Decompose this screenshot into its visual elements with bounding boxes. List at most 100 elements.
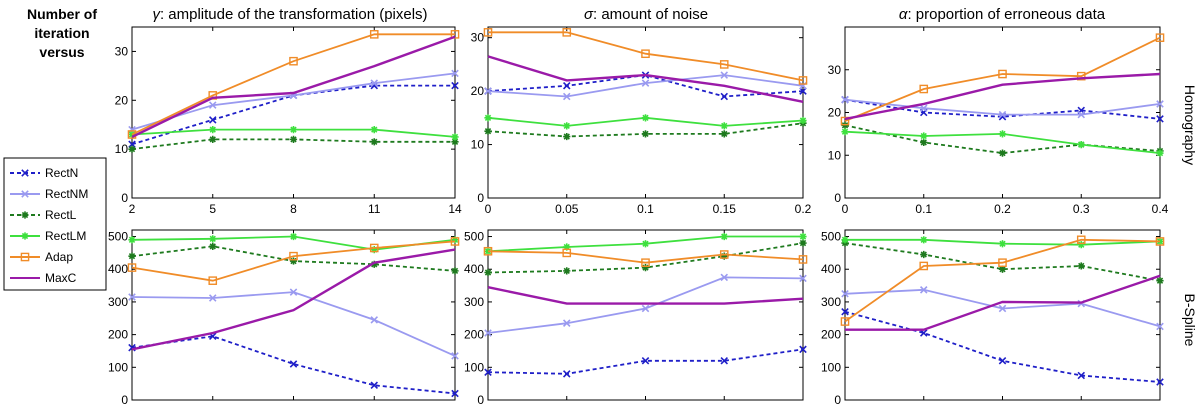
- series-point-rectnm: [799, 274, 807, 283]
- series-point-rectl: [289, 135, 298, 143]
- series-point-rectnm: [998, 110, 1007, 119]
- series-point-rectnm: [451, 352, 459, 360]
- series-point-rectnm: [841, 95, 849, 104]
- column-title-gamma: γ: amplitude of the transformation (pixe…: [152, 6, 427, 23]
- x-tick-label: 0.05: [555, 202, 579, 216]
- series-point-adap: [369, 30, 379, 39]
- y-tick-label: 10: [471, 138, 485, 152]
- series-point-rectl: [370, 260, 378, 268]
- series-point-rectlm: [370, 246, 378, 254]
- x-tick-label: 0.1: [915, 202, 932, 216]
- series-point-adap: [1155, 33, 1165, 42]
- series-point-adap: [208, 276, 218, 285]
- y-tick-label: 0: [834, 393, 841, 407]
- series-point-rectnm: [562, 92, 571, 101]
- series-point-rectlm: [841, 236, 849, 244]
- series-point-rectl: [128, 145, 136, 153]
- series-point-rectl: [128, 252, 136, 260]
- series-point-rectl: [209, 242, 217, 250]
- series-point-rectn: [841, 307, 849, 316]
- legend-frame: [3, 157, 107, 291]
- series-point-rectlm: [1077, 241, 1085, 249]
- series-point-adap: [919, 261, 929, 271]
- series-point-rectn: [720, 357, 729, 365]
- y-tick-label: 10: [828, 148, 842, 162]
- series-point-rectnm: [1156, 100, 1164, 108]
- series-point-rectnm: [919, 104, 928, 112]
- series-point-adap: [798, 76, 808, 85]
- series-point-rectnm: [1077, 110, 1086, 119]
- series-point-adap: [450, 237, 460, 246]
- series-point-rectn: [998, 357, 1007, 365]
- y-tick-label: 500: [821, 230, 841, 244]
- series-point-adap: [562, 28, 572, 37]
- x-tick-label: 0: [842, 202, 849, 216]
- legend-label-maxc: MaxC: [45, 271, 77, 285]
- series-point-rectlm: [998, 240, 1007, 248]
- series-point-rectl: [920, 250, 928, 259]
- panel-r0-c0: 0 10 20 30 2 5 8 11 14: [115, 26, 462, 216]
- series-point-rectlm: [484, 247, 492, 255]
- series-point-rectnm: [998, 304, 1007, 313]
- series-point-rectnm: [641, 304, 650, 313]
- series-point-rectl: [484, 268, 492, 277]
- legend-marker-rectlm: [21, 232, 29, 240]
- y-tick-label: 20: [471, 84, 485, 98]
- series-point-rectl: [563, 132, 571, 141]
- y-tick-label: 0: [477, 393, 484, 407]
- series-point-rectnm: [128, 293, 136, 301]
- series-line-maxc: [487, 286, 804, 305]
- series-point-rectlm: [1156, 149, 1164, 157]
- series-point-rectnm: [289, 288, 298, 296]
- y-tick-label: 30: [115, 44, 129, 58]
- series-point-rectnm: [484, 329, 492, 337]
- series-point-adap: [289, 251, 298, 261]
- series-point-rectlm: [720, 122, 728, 130]
- series-point-adap: [641, 258, 650, 267]
- x-tick-label: 0: [485, 202, 492, 216]
- series-point-rectn: [1156, 378, 1164, 386]
- y-tick-label: 300: [108, 295, 128, 309]
- y-tick-label: 0: [834, 191, 841, 205]
- series-point-rectlm: [128, 236, 136, 244]
- series-point-rectn: [289, 360, 298, 368]
- column-title-alpha: α: proportion of erroneous data: [899, 6, 1106, 23]
- series-line-adap: [131, 33, 455, 136]
- legend-label-rectnm: RectNM: [45, 187, 88, 201]
- series-point-rectn: [799, 345, 807, 354]
- panel-r1-c2: 0 100 200 300 400 500: [821, 229, 1165, 407]
- y-tick-label: 0: [121, 191, 128, 205]
- series-point-rectl: [641, 130, 650, 138]
- plot-frame: [487, 229, 804, 401]
- y-tick-label: 400: [108, 262, 128, 276]
- legend-label-adap: Adap: [45, 250, 73, 264]
- series-point-rectnm: [484, 87, 492, 95]
- legend-label-rectlm: RectLM: [45, 229, 86, 243]
- series-point-rectlm: [563, 122, 571, 130]
- y-tick-label: 30: [471, 31, 485, 45]
- series-point-adap: [289, 56, 298, 66]
- legend-marker-rectnm: [21, 190, 29, 198]
- series-point-adap: [1076, 235, 1086, 245]
- series-point-rectlm: [370, 126, 378, 134]
- x-tick-label: 5: [209, 202, 216, 216]
- series-point-rectlm: [1156, 237, 1164, 246]
- series-point-rectl: [370, 138, 378, 146]
- y-tick-label: 20: [828, 106, 842, 120]
- plot-frame: [844, 229, 1161, 401]
- x-tick-label: 11: [368, 202, 381, 216]
- row-label-line-3: versus: [39, 44, 84, 60]
- series-point-rectn: [208, 116, 217, 124]
- series-line-maxc: [131, 248, 456, 351]
- series-line-rectn: [844, 310, 1161, 383]
- series-line-maxc: [487, 55, 804, 103]
- panel-r1-c0: 0 100 200 300 400 500: [108, 229, 460, 407]
- panel-r1-c1: 0 100 200 300 400 500: [464, 229, 808, 407]
- series-point-rectnm: [451, 69, 459, 78]
- series-point-rectlm: [920, 236, 928, 244]
- series-point-rectn: [370, 381, 379, 390]
- series-line-adap: [488, 31, 804, 82]
- series-line-rectnm: [131, 291, 456, 357]
- series-point-rectnm: [641, 79, 650, 87]
